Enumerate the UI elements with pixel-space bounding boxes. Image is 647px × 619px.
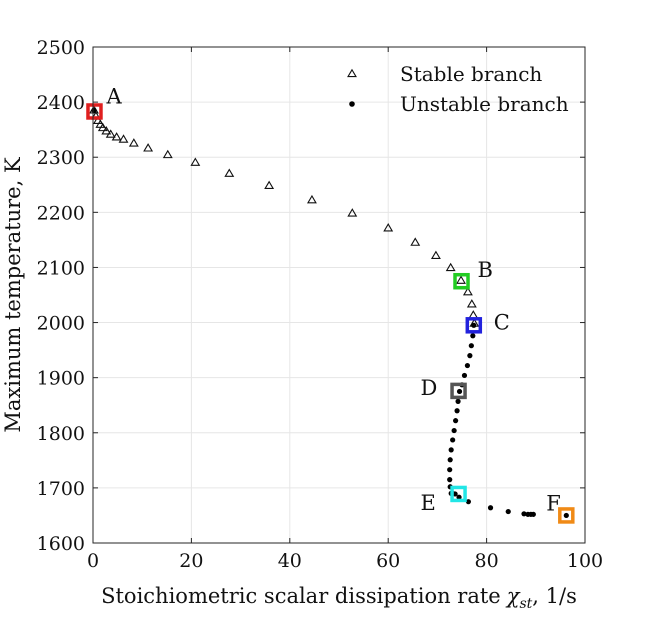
- stable-branch-point: [462, 286, 473, 296]
- stable-branch-point: [466, 299, 477, 308]
- unstable-branch-point: [461, 372, 468, 379]
- stable-branch-point: [128, 138, 139, 147]
- highlight-marker-f: [558, 507, 575, 524]
- y-axis-title: Maximum temperature, K: [1, 157, 25, 433]
- legend-unstable-marker: [349, 101, 355, 107]
- unstable-branch-point: [452, 491, 458, 497]
- y-tick-label: 1600: [37, 533, 85, 555]
- stable-branch-point: [264, 180, 275, 190]
- stable-branch-point: [306, 194, 317, 204]
- legend: Stable branch Unstable branch: [347, 62, 569, 116]
- unstable-branch-point: [456, 494, 462, 500]
- unstable-branch-point: [487, 505, 494, 511]
- unstable-branch-point: [471, 322, 477, 328]
- unstable-branch-point: [447, 477, 453, 483]
- unstable-branch-point: [456, 388, 463, 395]
- x-axis-title-subscript: st: [519, 596, 532, 612]
- point-label-d: D: [421, 376, 438, 400]
- y-tick-label: 1900: [37, 368, 85, 390]
- highlight-marker-e: [450, 485, 467, 503]
- y-tick-label: 1800: [37, 423, 85, 445]
- x-axis-title-symbol: χ: [505, 584, 521, 608]
- legend-stable-label: Stable branch: [400, 62, 542, 86]
- stable-branch-point: [162, 149, 173, 159]
- highlight-marker-b: [453, 272, 470, 290]
- y-tick-label: 2400: [37, 92, 85, 114]
- stable-branch-point: [97, 122, 108, 132]
- stable-branch-point: [105, 129, 116, 138]
- point-label-a: A: [105, 84, 122, 108]
- stable-branch-point: [445, 262, 456, 272]
- stable-branch-point: [410, 237, 421, 246]
- stable-branch-point: [118, 134, 129, 143]
- point-label-e: E: [421, 491, 436, 515]
- point-label-b: B: [478, 258, 493, 282]
- plot-frame: [92, 46, 586, 544]
- point-label-c: C: [494, 310, 510, 334]
- unstable-branch-point: [91, 107, 97, 113]
- highlight-marker-d: [450, 382, 467, 400]
- unstable-branch-point: [465, 499, 471, 505]
- unstable-branch-point: [505, 508, 511, 515]
- unstable-branch-point: [468, 343, 474, 349]
- stable-branch-point: [224, 168, 235, 177]
- unstable-branch-point: [447, 467, 453, 473]
- x-axis-title-text: Stoichiometric scalar dissipation rate: [101, 584, 501, 608]
- x-tick-label: 100: [567, 550, 603, 572]
- unstable-branch-point: [464, 362, 471, 369]
- stable-branch-point: [383, 223, 394, 232]
- unstable-branch-series: [91, 107, 569, 519]
- unstable-branch-point: [530, 511, 536, 517]
- unstable-branch-point: [455, 398, 461, 404]
- plot-area: [93, 47, 585, 543]
- highlight-marker-a: [86, 103, 103, 120]
- y-tick-label: 2100: [37, 257, 85, 279]
- stable-branch-point: [111, 132, 122, 141]
- stable-branch-point: [190, 157, 201, 166]
- x-tick-label: 80: [475, 550, 499, 572]
- stable-branch-point: [430, 250, 441, 260]
- y-tick-label: 2200: [37, 202, 85, 224]
- stable-branch-point: [456, 275, 466, 284]
- unstable-branch-point: [451, 427, 457, 434]
- stable-branch-point: [143, 143, 154, 152]
- y-tick-label: 2300: [37, 147, 85, 169]
- unstable-branch-point: [454, 408, 460, 414]
- grid: [92, 46, 586, 544]
- highlighted-points: A B C D E F: [86, 84, 575, 524]
- x-axis-title-units: , 1/s: [532, 584, 577, 608]
- unstable-branch-point: [453, 418, 459, 424]
- unstable-branch-point: [470, 333, 476, 339]
- data-series: [89, 105, 569, 519]
- unstable-branch-point: [448, 447, 454, 453]
- y-tick-label: 2000: [37, 313, 85, 335]
- y-tick-label: 2500: [37, 37, 85, 59]
- x-axis-title: Stoichiometric scalar dissipation rate χs…: [101, 584, 577, 612]
- stable-branch-point: [101, 126, 112, 135]
- unstable-branch-point: [447, 457, 453, 463]
- legend-stable-marker: [347, 68, 357, 78]
- stable-branch-point: [92, 115, 103, 125]
- x-tick-label: 60: [376, 550, 400, 572]
- highlight-marker-c: [465, 317, 483, 334]
- legend-unstable-label: Unstable branch: [400, 92, 569, 116]
- unstable-branch-point: [521, 511, 527, 517]
- unstable-branch-point: [450, 437, 456, 443]
- x-tick-label: 40: [278, 550, 302, 572]
- unstable-branch-point: [467, 353, 473, 359]
- unstable-branch-point: [563, 512, 569, 519]
- axis-ticks: 0 20 40 60 80 100 1600 1700 1800 1900 2000 2100 2200…: [37, 37, 603, 572]
- x-tick-label: 20: [179, 550, 203, 572]
- point-label-f: F: [546, 491, 561, 515]
- stable-branch-point: [347, 208, 358, 217]
- y-tick-label: 1700: [37, 478, 85, 500]
- x-tick-label: 0: [87, 550, 99, 572]
